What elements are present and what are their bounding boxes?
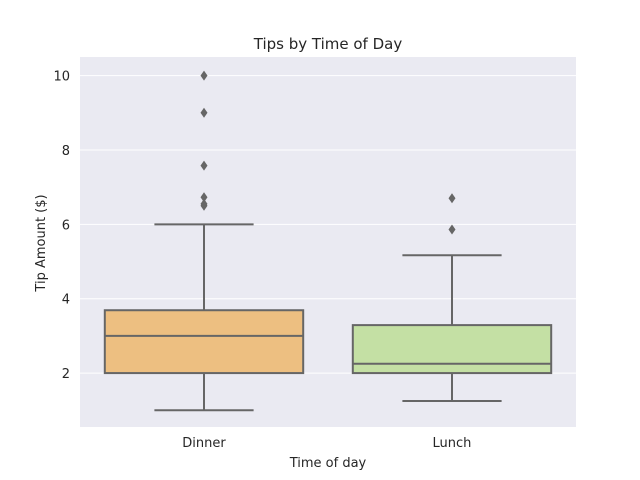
- x-axis-ticks: Dinner Lunch: [182, 436, 471, 451]
- y-axis-ticks: 2 4 6 8 10: [53, 70, 70, 382]
- outlier-point: [448, 193, 456, 204]
- x-tick-label: Lunch: [433, 436, 472, 451]
- box-iqr: [103, 309, 305, 375]
- outlier-point: [200, 198, 208, 209]
- box-plots: [103, 70, 553, 412]
- chart-title: Tips by Time of Day: [253, 35, 403, 53]
- x-axis-label: Time of day: [289, 456, 367, 471]
- y-tick-label: 8: [62, 144, 70, 159]
- box-lunch: [351, 193, 553, 402]
- x-tick-label: Dinner: [182, 436, 226, 451]
- y-tick-label: 6: [62, 218, 70, 233]
- outlier-point: [200, 70, 208, 81]
- y-tick-label: 4: [62, 293, 70, 308]
- box-iqr: [351, 324, 553, 375]
- outlier-point: [200, 160, 208, 171]
- box-dinner: [103, 70, 305, 412]
- outlier-point: [200, 107, 208, 118]
- outlier-point: [448, 224, 456, 235]
- y-tick-label: 10: [53, 70, 70, 85]
- outlier-point: [200, 192, 208, 203]
- y-axis-label: Tip Amount ($): [34, 194, 49, 292]
- y-tick-label: 2: [62, 367, 70, 382]
